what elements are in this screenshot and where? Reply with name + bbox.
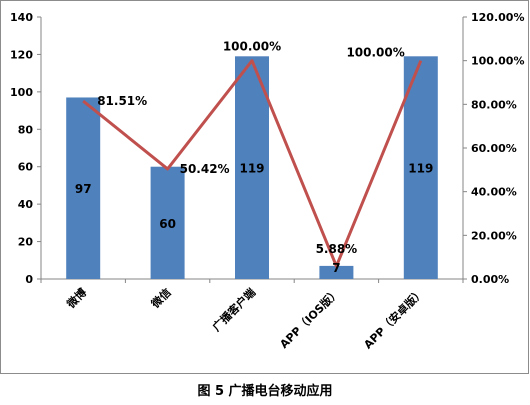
left-tick-label: 100 bbox=[10, 86, 33, 99]
right-tick-label: 120.00% bbox=[471, 11, 524, 24]
right-tick-label: 0.00% bbox=[471, 273, 509, 286]
bar bbox=[66, 97, 101, 279]
left-tick-label: 0 bbox=[25, 273, 33, 286]
percentage-line bbox=[82, 59, 423, 268]
bar-value-label: 7 bbox=[332, 261, 340, 275]
bar-value-label: 119 bbox=[408, 162, 433, 176]
right-tick-label: 80.00% bbox=[471, 98, 517, 111]
right-tick-label: 100.00% bbox=[471, 55, 524, 68]
bar bbox=[319, 265, 354, 279]
category-label: APP（IOS版） bbox=[277, 285, 343, 351]
left-tick-label: 140 bbox=[10, 11, 33, 24]
line-value-label: 81.51% bbox=[97, 94, 147, 108]
left-tick-label: 120 bbox=[10, 48, 33, 61]
line-value-label: 5.88% bbox=[316, 242, 358, 256]
bar bbox=[403, 56, 438, 279]
line-value-label: 100.00% bbox=[223, 40, 281, 54]
bar bbox=[235, 56, 269, 279]
bar-value-label: 97 bbox=[75, 182, 92, 196]
category-label: 微信 bbox=[148, 285, 174, 311]
bar-value-label: 119 bbox=[239, 162, 264, 176]
figure-caption: 图 5 广播电台移动应用 bbox=[197, 384, 333, 399]
right-tick-label: 60.00% bbox=[471, 142, 517, 155]
right-tick-label: 40.00% bbox=[471, 186, 517, 199]
category-label: APP（安卓版） bbox=[361, 285, 427, 351]
left-tick-label: 20 bbox=[18, 236, 34, 249]
bar-value-label: 60 bbox=[159, 217, 176, 231]
left-tick-label: 80 bbox=[18, 123, 34, 136]
line-value-label: 50.42% bbox=[180, 162, 230, 176]
left-tick-label: 60 bbox=[18, 161, 34, 174]
combo-chart: 0 20 40 60 80 100 120 140 0.00% 20.00% 40.00% 60.00… bbox=[10, 11, 524, 351]
category-label: 微博 bbox=[63, 285, 89, 311]
bar bbox=[150, 166, 185, 279]
chart-frame: 0 20 40 60 80 100 120 140 0.00% 20.00% 40.00% 60.00… bbox=[0, 0, 529, 374]
right-tick-label: 20.00% bbox=[471, 229, 517, 242]
category-label: 广播客户端 bbox=[209, 285, 258, 334]
line-value-label: 100.00% bbox=[346, 46, 404, 60]
left-tick-label: 40 bbox=[18, 198, 34, 211]
